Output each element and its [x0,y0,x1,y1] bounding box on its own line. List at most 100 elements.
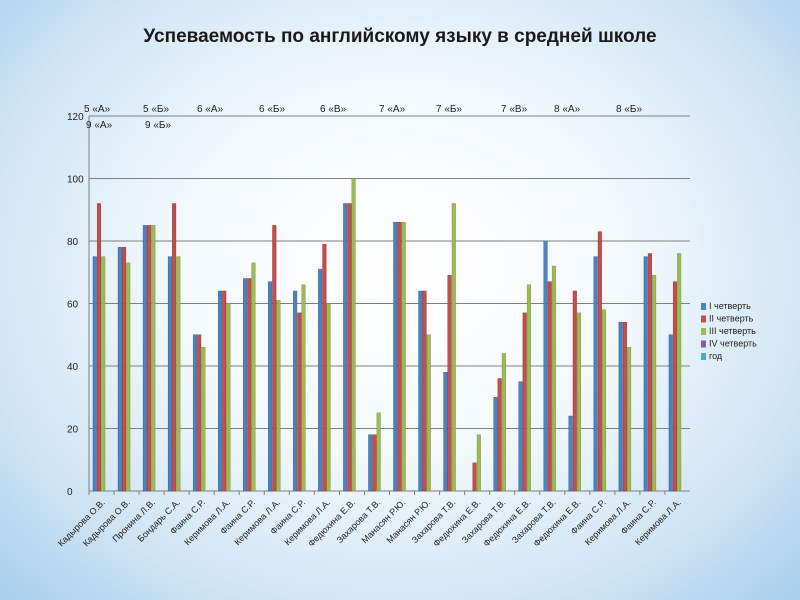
bar [518,381,523,492]
bar [677,253,682,492]
bar [543,240,548,492]
bar [297,312,302,492]
legend-swatch [701,340,706,348]
y-tick-label: 120 [67,112,84,123]
bar [192,334,197,492]
bar [247,278,252,492]
bar [451,203,456,492]
y-tick-label: 100 [67,175,84,186]
bar [272,225,277,492]
bar [376,412,381,492]
x-category-label: Керимова Л.А. [633,497,683,547]
bar [497,378,502,492]
bar [418,290,423,492]
bar [251,262,256,492]
class-label: 9 «Б» [145,120,171,131]
bar [522,312,527,492]
legend-entry: III четверть [709,326,756,336]
legend-swatch [701,303,706,310]
bar [176,256,181,492]
legend-swatch [701,315,706,323]
class-label: 7 «Б» [436,104,462,115]
legend-entry: год [709,351,723,361]
legend-entry: II четверть [709,314,754,324]
bar [226,303,231,492]
bar [668,334,673,492]
bar [293,290,298,492]
bar [322,243,327,492]
bar [397,222,402,492]
bar [172,203,177,492]
slide-title: Успеваемость по английскому языку в сред… [143,26,657,47]
class-label: 5 «А» [84,104,111,115]
legend: I четверть II четверть III четверть IV четв… [701,301,757,361]
bar [652,275,657,492]
class-label: 6 «А» [197,104,224,115]
bar [422,290,427,492]
legend-swatch [701,328,706,335]
y-tick-label: 60 [67,300,79,311]
bar [126,262,131,492]
y-tick-label: 0 [67,487,73,498]
class-label: 7 «А» [379,104,406,115]
bar [501,353,506,492]
bar [476,434,481,492]
bar [568,415,573,492]
bar [326,303,331,492]
bar [318,268,323,492]
bar [618,322,623,492]
y-axis-ticks: 0 20 40 60 80 100 120 [67,112,84,498]
class-label: 8 «Б» [616,104,642,115]
bar [368,434,373,492]
bar [443,372,448,492]
bar [597,231,602,492]
y-tick-label: 40 [67,362,79,373]
bar [572,290,577,492]
bar [142,225,147,492]
bar [547,281,552,492]
x-axis-labels: Кадырова О.В.Кадырова О.В.Пронина Л.В.Бо… [56,497,683,548]
bar [643,256,648,492]
bar [122,247,127,492]
bar [576,312,581,492]
bar [447,275,452,492]
bar [647,253,652,492]
bar [526,284,531,492]
bar [401,222,406,492]
legend-entry: I четверть [709,301,751,311]
bar [343,203,348,492]
legend-entry: IV четверть [709,339,757,349]
bar [472,462,477,492]
class-label: 7 «В» [501,104,528,115]
bar [147,225,152,492]
bar [197,334,202,492]
bar [672,281,677,492]
bar [101,256,106,492]
y-tick-label: 20 [67,425,79,436]
y-tick-label: 80 [67,237,79,248]
bar [493,397,498,492]
bar [201,347,206,492]
bar [602,309,607,492]
bar [117,247,122,492]
bar [372,434,377,492]
bar [167,256,172,492]
bar [347,203,352,492]
bar [96,203,101,492]
bar [222,290,227,492]
bar [276,300,281,492]
bar [627,347,632,492]
bar [622,322,627,492]
bar [92,256,97,492]
bar [151,225,156,492]
bar [301,284,306,492]
class-label: 5 «Б» [143,104,169,115]
class-label: 8 «А» [554,104,581,115]
class-labels: 5 «А» 5 «Б» 6 «А» 6 «Б» 6 «В» 7 «А» 7 «Б» 7 «В»… [84,104,642,131]
class-label: 9 «А» [86,120,113,131]
class-label: 6 «Б» [259,104,285,115]
axes [88,116,690,495]
bar [393,222,398,492]
bar [551,265,556,492]
